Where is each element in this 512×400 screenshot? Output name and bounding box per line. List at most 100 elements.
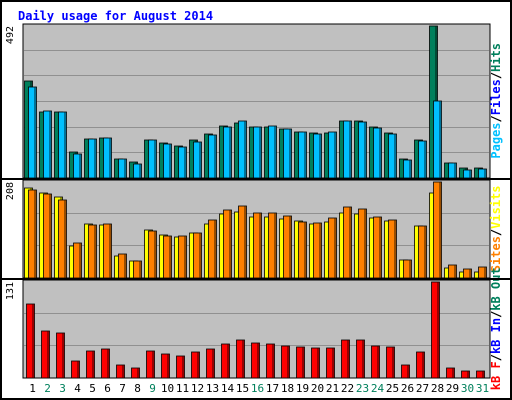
x-tick-label: 11 xyxy=(176,382,189,395)
bar-files xyxy=(133,163,142,179)
legend-entry: Sites xyxy=(489,236,503,272)
bar-kb-f xyxy=(266,343,275,379)
x-tick-label: 20 xyxy=(311,382,324,395)
bar-kb-f xyxy=(326,347,335,379)
bar-kb-f xyxy=(341,339,350,379)
bar-files xyxy=(478,168,487,179)
bar-files xyxy=(73,153,82,179)
bar-files xyxy=(343,120,352,179)
x-tick-label: 30 xyxy=(461,382,474,395)
x-tick-label: 6 xyxy=(104,382,111,395)
x-tick-label: 5 xyxy=(89,382,96,395)
max-value-label: 131 xyxy=(5,282,16,300)
bar-kb-f xyxy=(446,367,455,379)
bar-files xyxy=(238,120,247,179)
x-tick-label: 4 xyxy=(74,382,81,395)
legend-entry: / xyxy=(489,229,503,236)
bar-sites xyxy=(358,208,367,279)
x-tick-label: 9 xyxy=(149,382,156,395)
bar-sites xyxy=(313,222,322,279)
x-tick-label: 21 xyxy=(326,382,339,395)
bar-files xyxy=(253,126,262,179)
bar-files xyxy=(463,169,472,179)
x-tick-label: 26 xyxy=(401,382,414,395)
bar-files xyxy=(43,110,52,179)
bar-kb-f xyxy=(281,345,290,379)
bar-files xyxy=(298,131,307,179)
bar-kb-f xyxy=(116,364,125,379)
bar-kb-f xyxy=(206,348,215,379)
bar-kb-f xyxy=(296,346,305,379)
x-tick-label: 22 xyxy=(341,382,354,395)
bar-kb-f xyxy=(416,351,425,379)
x-tick-label: 18 xyxy=(281,382,294,395)
bar-sites xyxy=(193,232,202,279)
x-tick-label: 28 xyxy=(431,382,444,395)
x-tick-label: 14 xyxy=(221,382,235,395)
legend-entry: Visits xyxy=(489,185,503,228)
x-tick-label: 25 xyxy=(386,382,399,395)
x-tick-label: 27 xyxy=(416,382,429,395)
bar-files xyxy=(178,146,187,179)
x-tick-label: 13 xyxy=(206,382,219,395)
bar-sites xyxy=(448,264,457,279)
legend-entry: / xyxy=(489,354,503,361)
x-tick-label: 10 xyxy=(161,382,174,395)
x-tick-label: 15 xyxy=(236,382,249,395)
bar-sites xyxy=(58,199,67,279)
bar-kb-f xyxy=(356,339,365,379)
x-tick-label: 16 xyxy=(251,382,264,395)
max-value-label: 492 xyxy=(5,26,16,44)
bar-files xyxy=(418,140,427,179)
bar-files xyxy=(313,133,322,179)
bar-kb-f xyxy=(371,345,380,379)
bar-sites xyxy=(418,225,427,279)
bar-sites xyxy=(328,217,337,279)
x-tick-label: 8 xyxy=(134,382,141,395)
bar-files xyxy=(58,111,67,179)
bar-kb-f xyxy=(131,367,140,379)
bar-files xyxy=(448,162,457,179)
bar-files xyxy=(208,134,217,179)
x-tick-label: 7 xyxy=(119,382,126,395)
legend-entry: / xyxy=(489,115,503,122)
bar-files xyxy=(358,121,367,179)
bar-sites xyxy=(103,223,112,279)
bar-sites xyxy=(43,193,52,279)
panel-legend: Sites/Visits xyxy=(489,185,503,272)
bar-sites xyxy=(223,209,232,279)
x-tick-label: 19 xyxy=(296,382,309,395)
bar-sites xyxy=(433,181,442,279)
bar-kb-f xyxy=(161,353,170,379)
bar-sites xyxy=(268,212,277,279)
bar-kb-f xyxy=(41,330,50,379)
x-tick-label: 23 xyxy=(356,382,369,395)
bar-sites xyxy=(133,260,142,279)
max-value-label: 208 xyxy=(5,182,16,200)
bar-kb-f xyxy=(401,364,410,379)
bar-kb-f xyxy=(146,350,155,379)
bar-sites xyxy=(478,266,487,279)
bar-sites xyxy=(163,235,172,279)
panel-legend: Pages/Files/Hits xyxy=(489,43,503,159)
bar-kb-f xyxy=(101,348,110,379)
panel-hits-files-pages: 492 Pages/Files/Hits xyxy=(5,23,503,179)
bar-sites xyxy=(28,189,37,279)
x-tick-label: 12 xyxy=(191,382,204,395)
legend-entry: kB F xyxy=(489,361,503,390)
x-tick-label: 17 xyxy=(266,382,279,395)
x-tick-label: 29 xyxy=(446,382,459,395)
chart-title: Daily usage for August 2014 xyxy=(18,9,213,23)
bar-files xyxy=(118,158,127,179)
bar-sites xyxy=(343,206,352,279)
bar-files xyxy=(403,159,412,179)
bar-files xyxy=(433,100,442,179)
bar-kb-f xyxy=(26,303,35,379)
bar-files xyxy=(193,141,202,179)
bar-sites xyxy=(388,219,397,279)
legend-entry: Pages xyxy=(489,122,503,158)
bar-sites xyxy=(298,221,307,279)
legend-entry: / xyxy=(489,72,503,79)
